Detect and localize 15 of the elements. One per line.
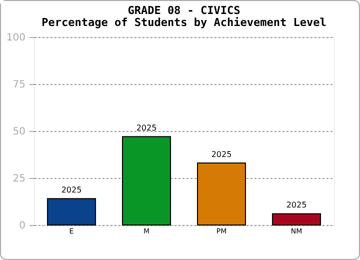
- annotation: 2025: [286, 200, 307, 210]
- y-tick-label: 50: [12, 126, 26, 138]
- bar: [272, 213, 321, 226]
- annotation: 2025: [136, 124, 157, 133]
- y-tick-label: 0: [19, 220, 26, 232]
- y-tick-label: 25: [12, 174, 26, 184]
- bar: [47, 198, 96, 226]
- annotation: 2025: [61, 186, 82, 195]
- y-tick-label: 100: [6, 32, 26, 44]
- y-tick-label: 75: [12, 80, 26, 90]
- bar: [197, 162, 246, 226]
- annotation: 2025: [211, 150, 232, 159]
- chart-subtitle: Percentage of Students by Achievement Level: [42, 16, 326, 29]
- bar: [122, 136, 171, 226]
- chart-title: GRADE 08 - CIVICS: [128, 4, 240, 17]
